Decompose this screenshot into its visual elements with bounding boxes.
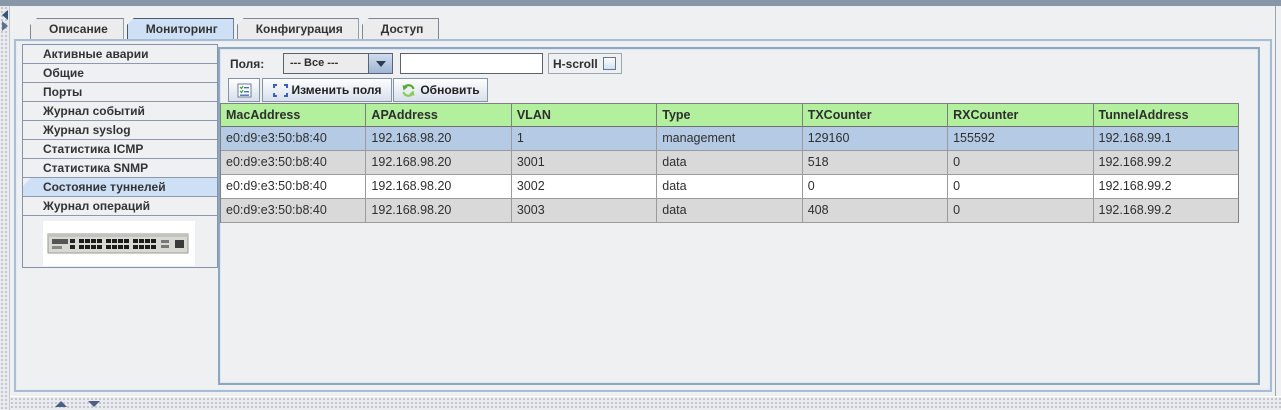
cell-apaddress[interactable]: 192.168.98.20 [366, 199, 512, 223]
fields-combobox[interactable]: --- Все --- [283, 53, 393, 74]
table-row[interactable]: e0:d9:e3:50:b8:40 192.168.98.20 3001 dat… [221, 151, 1238, 175]
column-header-rxcounter[interactable]: RXCounter [948, 104, 1094, 127]
splitter-collapse-up-icon[interactable] [55, 401, 67, 407]
cell-rxcounter[interactable]: 155592 [948, 127, 1094, 151]
table-header-row: MacAddress APAddress VLAN Type TXCounter… [221, 104, 1238, 127]
vertical-splitter[interactable] [0, 6, 10, 410]
hscroll-option: H-scroll [548, 53, 622, 74]
fields-label: Поля: [230, 57, 265, 71]
splitter-expand-down-icon[interactable] [88, 401, 100, 407]
tunnel-state-panel: Поля: --- Все --- H-scroll [218, 47, 1260, 385]
main-panel: Описание Мониторинг Конфигурация Доступ … [10, 6, 1276, 396]
horizontal-splitter[interactable] [10, 396, 1281, 410]
refresh-button[interactable]: Обновить [393, 78, 488, 102]
window-top-bar [0, 0, 1281, 6]
columns-button[interactable] [228, 78, 260, 102]
sidebar-item-icmp-stats[interactable]: Статистика ICMP [23, 140, 217, 159]
hscroll-checkbox[interactable] [602, 57, 616, 70]
cell-tunneladdress[interactable]: 192.168.99.2 [1093, 175, 1238, 199]
cell-apaddress[interactable]: 192.168.98.20 [366, 151, 512, 175]
cell-tunneladdress[interactable]: 192.168.99.1 [1093, 127, 1238, 151]
sidebar: Активные аварии Общие Порты Журнал событ… [22, 44, 218, 268]
cell-macaddress[interactable]: e0:d9:e3:50:b8:40 [221, 175, 367, 199]
network-switch-image [43, 221, 195, 266]
cell-tunneladdress[interactable]: 192.168.99.2 [1093, 199, 1238, 223]
cell-type[interactable]: data [657, 151, 803, 175]
splitter-collapse-left-icon[interactable] [2, 10, 8, 20]
edit-fields-button[interactable]: Изменить поля [262, 78, 392, 102]
cell-txcounter[interactable]: 0 [802, 175, 949, 199]
tab-monitoring[interactable]: Мониторинг [126, 18, 234, 39]
chevron-down-icon [375, 60, 386, 67]
table-row[interactable]: e0:d9:e3:50:b8:40 192.168.98.20 3003 dat… [221, 199, 1238, 223]
cell-vlan[interactable]: 1 [511, 127, 658, 151]
column-header-txcounter[interactable]: TXCounter [802, 104, 949, 127]
cell-txcounter[interactable]: 518 [802, 151, 949, 175]
cell-type[interactable]: data [657, 199, 803, 223]
sidebar-item-ports[interactable]: Порты [23, 83, 217, 102]
edit-fields-label: Изменить поля [291, 83, 382, 97]
tunnel-table: MacAddress APAddress VLAN Type TXCounter… [220, 103, 1239, 223]
cell-rxcounter[interactable]: 0 [948, 151, 1094, 175]
sidebar-item-operations-log[interactable]: Журнал операций [23, 197, 217, 216]
tab-access[interactable]: Доступ [361, 18, 440, 39]
hscroll-label: H-scroll [553, 56, 598, 71]
cell-macaddress[interactable]: e0:d9:e3:50:b8:40 [221, 127, 367, 151]
refresh-icon [402, 83, 415, 97]
column-header-macaddress[interactable]: MacAddress [221, 104, 367, 127]
cell-apaddress[interactable]: 192.168.98.20 [366, 175, 512, 199]
tab-description[interactable]: Описание [30, 18, 124, 39]
top-tab-bar: Описание Мониторинг Конфигурация Доступ [30, 18, 442, 39]
monitoring-tab-content: Активные аварии Общие Порты Журнал событ… [14, 39, 1272, 392]
column-header-apaddress[interactable]: APAddress [366, 104, 512, 127]
cell-type[interactable]: data [657, 175, 803, 199]
column-header-type[interactable]: Type [657, 104, 803, 127]
combobox-dropdown-button[interactable] [368, 54, 392, 73]
fields-combobox-value: --- Все --- [290, 57, 339, 69]
filter-input[interactable] [400, 53, 543, 74]
cell-macaddress[interactable]: e0:d9:e3:50:b8:40 [221, 199, 367, 223]
cell-apaddress[interactable]: 192.168.98.20 [366, 127, 512, 151]
column-header-tunneladdress[interactable]: TunnelAddress [1093, 104, 1238, 127]
cell-rxcounter[interactable]: 0 [948, 175, 1094, 199]
table-row[interactable]: e0:d9:e3:50:b8:40 192.168.98.20 1 manage… [221, 127, 1238, 151]
filter-toolbar: Поля: --- Все --- H-scroll [220, 53, 1258, 75]
list-check-icon [237, 83, 251, 97]
sidebar-item-event-log[interactable]: Журнал событий [23, 102, 217, 121]
table-row[interactable]: e0:d9:e3:50:b8:40 192.168.98.20 3002 dat… [221, 175, 1238, 199]
column-header-vlan[interactable]: VLAN [511, 104, 658, 127]
tab-configuration[interactable]: Конфигурация [236, 18, 359, 39]
sidebar-item-active-alarms[interactable]: Активные аварии [23, 45, 217, 64]
cell-macaddress[interactable]: e0:d9:e3:50:b8:40 [221, 151, 367, 175]
sidebar-item-general[interactable]: Общие [23, 64, 217, 83]
sidebar-item-syslog[interactable]: Журнал syslog [23, 121, 217, 140]
cell-tunneladdress[interactable]: 192.168.99.2 [1093, 151, 1238, 175]
cell-type[interactable]: management [657, 127, 803, 151]
cell-rxcounter[interactable]: 0 [948, 199, 1094, 223]
refresh-label: Обновить [420, 83, 480, 97]
cell-vlan[interactable]: 3001 [511, 151, 658, 175]
selection-frame-icon [272, 83, 288, 97]
splitter-expand-right-icon[interactable] [2, 21, 8, 31]
cell-vlan[interactable]: 3003 [511, 199, 658, 223]
cell-vlan[interactable]: 3002 [511, 175, 658, 199]
cell-txcounter[interactable]: 129160 [802, 127, 949, 151]
sidebar-item-tunnel-state[interactable]: Состояние туннелей [23, 178, 217, 197]
cell-txcounter[interactable]: 408 [802, 199, 949, 223]
sidebar-item-snmp-stats[interactable]: Статистика SNMP [23, 159, 217, 178]
